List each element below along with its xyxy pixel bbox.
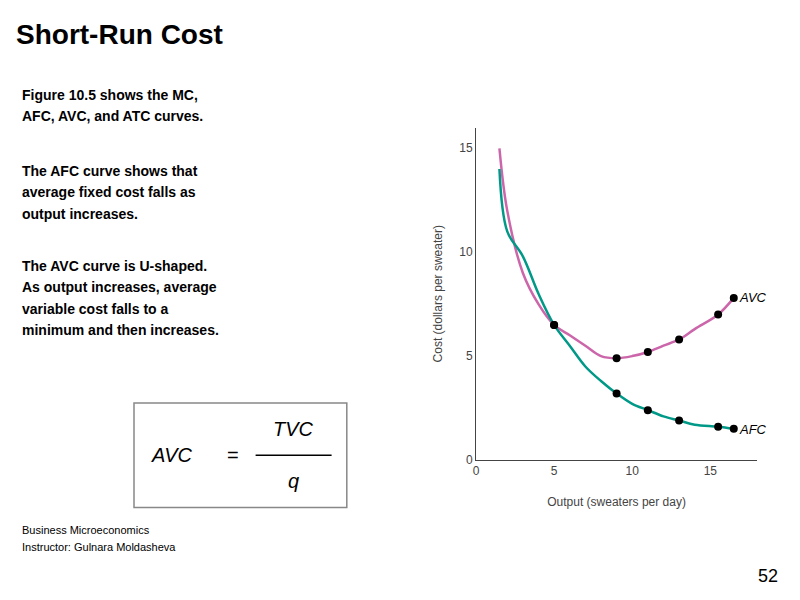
svg-text:0: 0 bbox=[473, 464, 480, 478]
svg-text:Figure 10.5 shows the MC,: Figure 10.5 shows the MC, bbox=[22, 87, 198, 103]
svg-text:AVC: AVC bbox=[739, 290, 767, 305]
svg-text:15: 15 bbox=[459, 141, 473, 155]
svg-text:output increases.: output increases. bbox=[22, 206, 138, 222]
svg-text:5: 5 bbox=[551, 464, 558, 478]
svg-text:The AVC curve is U-shaped.: The AVC curve is U-shaped. bbox=[22, 258, 207, 274]
svg-text:52: 52 bbox=[758, 566, 778, 586]
svg-text:average fixed cost falls as: average fixed cost falls as bbox=[22, 184, 196, 200]
svg-text:=: = bbox=[227, 444, 239, 466]
svg-text:Business Microeconomics: Business Microeconomics bbox=[22, 524, 150, 536]
svg-text:q: q bbox=[288, 470, 299, 492]
svg-text:AVC: AVC bbox=[151, 444, 193, 466]
svg-text:AFC, AVC, and ATC curves.: AFC, AVC, and ATC curves. bbox=[22, 108, 203, 124]
svg-text:Short-Run Cost: Short-Run Cost bbox=[16, 19, 223, 50]
svg-text:15: 15 bbox=[704, 464, 718, 478]
svg-text:The AFC curve shows that: The AFC curve shows that bbox=[22, 163, 198, 179]
svg-text:TVC: TVC bbox=[273, 418, 314, 440]
svg-text:As output increases, average: As output increases, average bbox=[22, 279, 217, 295]
svg-text:AFC: AFC bbox=[739, 422, 767, 437]
svg-text:Cost (dollars per sweater): Cost (dollars per sweater) bbox=[431, 225, 445, 362]
svg-text:minimum and then increases.: minimum and then increases. bbox=[22, 322, 219, 338]
svg-text:variable cost falls to a: variable cost falls to a bbox=[22, 301, 168, 317]
svg-text:5: 5 bbox=[466, 349, 473, 363]
svg-text:10: 10 bbox=[459, 245, 473, 259]
svg-text:10: 10 bbox=[626, 464, 640, 478]
svg-text:Output (sweaters per day): Output (sweaters per day) bbox=[547, 495, 686, 509]
svg-text:0: 0 bbox=[466, 453, 473, 467]
svg-text:Instructor: Gulnara Moldasheva: Instructor: Gulnara Moldasheva bbox=[22, 541, 176, 553]
